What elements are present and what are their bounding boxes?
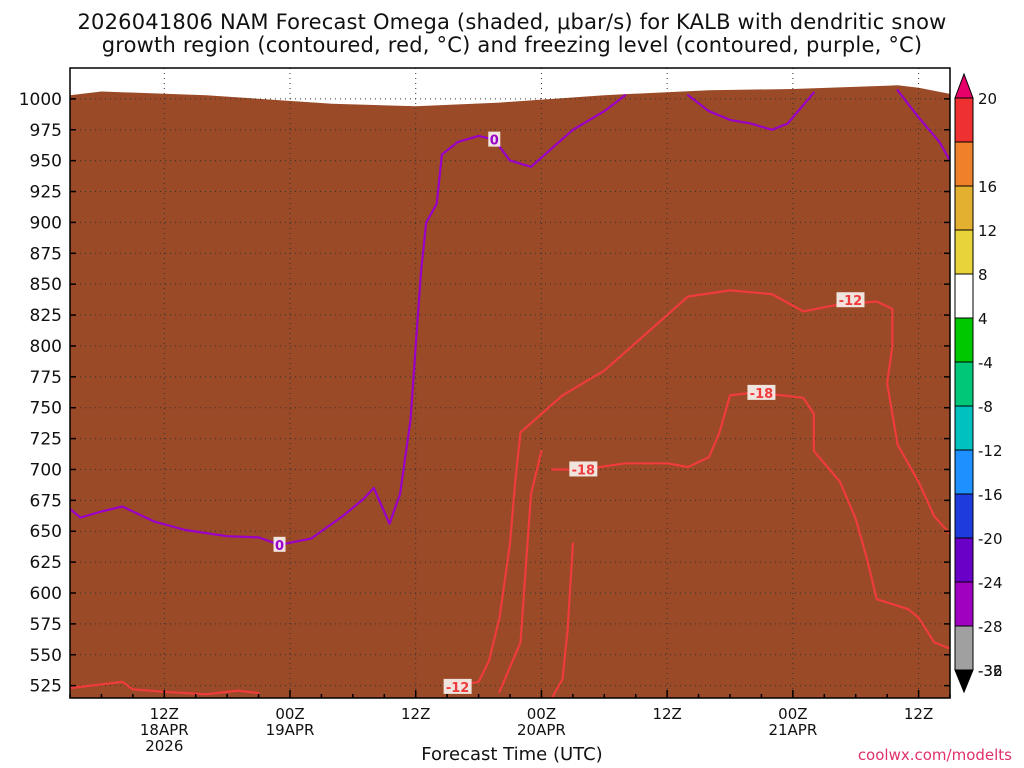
y-tick-label: 900	[30, 213, 62, 233]
contour-dgz-12	[498, 449, 543, 693]
colorbar-box	[954, 449, 974, 495]
x-tick-label: 00Z	[527, 705, 556, 723]
x-tick-label: 18APR	[140, 721, 189, 739]
y-tick-label: 525	[30, 677, 62, 697]
colorbar-label: -20	[978, 530, 1003, 548]
contour-label-dgz-18: -18	[750, 387, 774, 402]
colorbar-box	[954, 537, 974, 583]
x-tick-label: 00Z	[275, 705, 304, 723]
contour-freezing-level-0	[70, 94, 627, 546]
contour-label-dgz-12: -12	[446, 681, 470, 696]
colorbar-label: -32	[978, 662, 1003, 680]
contour-labels: -12 -12 -18 -18 0 0	[273, 131, 865, 696]
contour-label-bg	[443, 678, 472, 694]
y-tick-label: 950	[30, 152, 62, 172]
contour-label-bg	[747, 384, 776, 400]
contour-label-bg	[569, 461, 598, 477]
y-tick-label: 625	[30, 553, 62, 573]
colorbar-box	[954, 141, 974, 187]
contour-lines	[70, 89, 950, 698]
colorbar-label: -12	[978, 442, 1003, 460]
x-tick-label: 20APR	[517, 721, 566, 739]
colorbar-box	[954, 405, 974, 451]
x-tick-label: 12Z	[904, 705, 933, 723]
contour-dgz-18	[550, 391, 950, 650]
colorbar-label: -36	[978, 662, 1003, 680]
y-tick-label: 850	[30, 275, 62, 295]
colorbar-bottom-arrow	[954, 669, 974, 694]
x-tick-label: 2026	[145, 737, 183, 755]
y-tick-label: 750	[30, 399, 62, 419]
x-axis-label: Forecast Time (UTC)	[421, 744, 603, 765]
x-tick-label: 12Z	[150, 705, 179, 723]
contour-label-bg	[273, 536, 286, 552]
y-tick-label: 1000	[19, 90, 62, 110]
x-tick-label: 12Z	[401, 705, 430, 723]
colorbar-label: 16	[978, 178, 997, 196]
contour-label-dgz-12: -12	[839, 294, 863, 309]
colorbar: 20 16 12 8 4 -4 -8 -12 -16 -20 -24 -28 -32-36	[954, 72, 1003, 694]
colorbar-label: -24	[978, 574, 1003, 592]
y-tick-label: 925	[30, 183, 62, 203]
y-tick-label: 825	[30, 306, 62, 326]
x-tick-label: 12Z	[652, 705, 681, 723]
contour-label-freezing-level-0: 0	[490, 134, 499, 149]
x-tick-label: 19APR	[266, 721, 315, 739]
terrain-fill	[70, 85, 950, 698]
y-axis: 525 550 575 600 625 650 675 700 725 750 775 800 825 8…	[19, 90, 950, 697]
contour-label-bg	[488, 131, 501, 147]
x-tick-label: 00Z	[778, 705, 807, 723]
colorbar-box	[954, 581, 974, 627]
colorbar-label: 8	[978, 266, 988, 284]
contour-dgz-12	[70, 680, 260, 696]
colorbar-label: 12	[978, 222, 997, 240]
contour-label-freezing-level-0: 0	[275, 539, 284, 554]
colorbar-box	[954, 361, 974, 407]
y-tick-label: 600	[30, 584, 62, 604]
y-tick-label: 675	[30, 491, 62, 511]
colorbar-label: -8	[978, 398, 993, 416]
colorbar-box	[954, 273, 974, 319]
chart-title-line-1: 2026041806 NAM Forecast Omega (shaded, μ…	[77, 10, 947, 34]
colorbar-label: -28	[978, 618, 1003, 636]
colorbar-label: -4	[978, 354, 993, 372]
contour-freezing-level-0	[687, 91, 815, 131]
colorbar-box	[954, 229, 974, 275]
x-tick-label: 21APR	[768, 721, 817, 739]
colorbar-box	[954, 97, 974, 143]
colorbar-label: 20	[978, 90, 997, 108]
y-tick-label: 775	[30, 368, 62, 388]
colorbar-box	[954, 493, 974, 539]
colorbar-box	[954, 625, 974, 671]
colorbar-label: -16	[978, 486, 1003, 504]
colorbar-box	[954, 317, 974, 363]
chart-title-line-2: growth region (contoured, red, °C) and f…	[101, 33, 923, 57]
contour-label-dgz-18: -18	[572, 463, 596, 478]
contour-label-bg	[836, 292, 865, 308]
y-tick-label: 975	[30, 121, 62, 141]
colorbar-box	[954, 185, 974, 231]
y-tick-label: 650	[30, 522, 62, 542]
y-tick-label: 575	[30, 615, 62, 635]
y-tick-label: 700	[30, 460, 62, 480]
contour-freezing-level-0	[896, 89, 950, 162]
colorbar-label: 4	[978, 310, 988, 328]
y-tick-label: 875	[30, 244, 62, 264]
y-tick-label: 550	[30, 646, 62, 666]
y-tick-label: 800	[30, 337, 62, 357]
colorbar-top-arrow	[954, 72, 974, 99]
terrain-area	[70, 85, 950, 698]
credit-link[interactable]: coolwx.com/modelts	[857, 746, 1012, 764]
contour-dgz-18	[550, 542, 574, 698]
y-tick-label: 725	[30, 430, 62, 450]
contour-dgz-12	[446, 289, 950, 688]
